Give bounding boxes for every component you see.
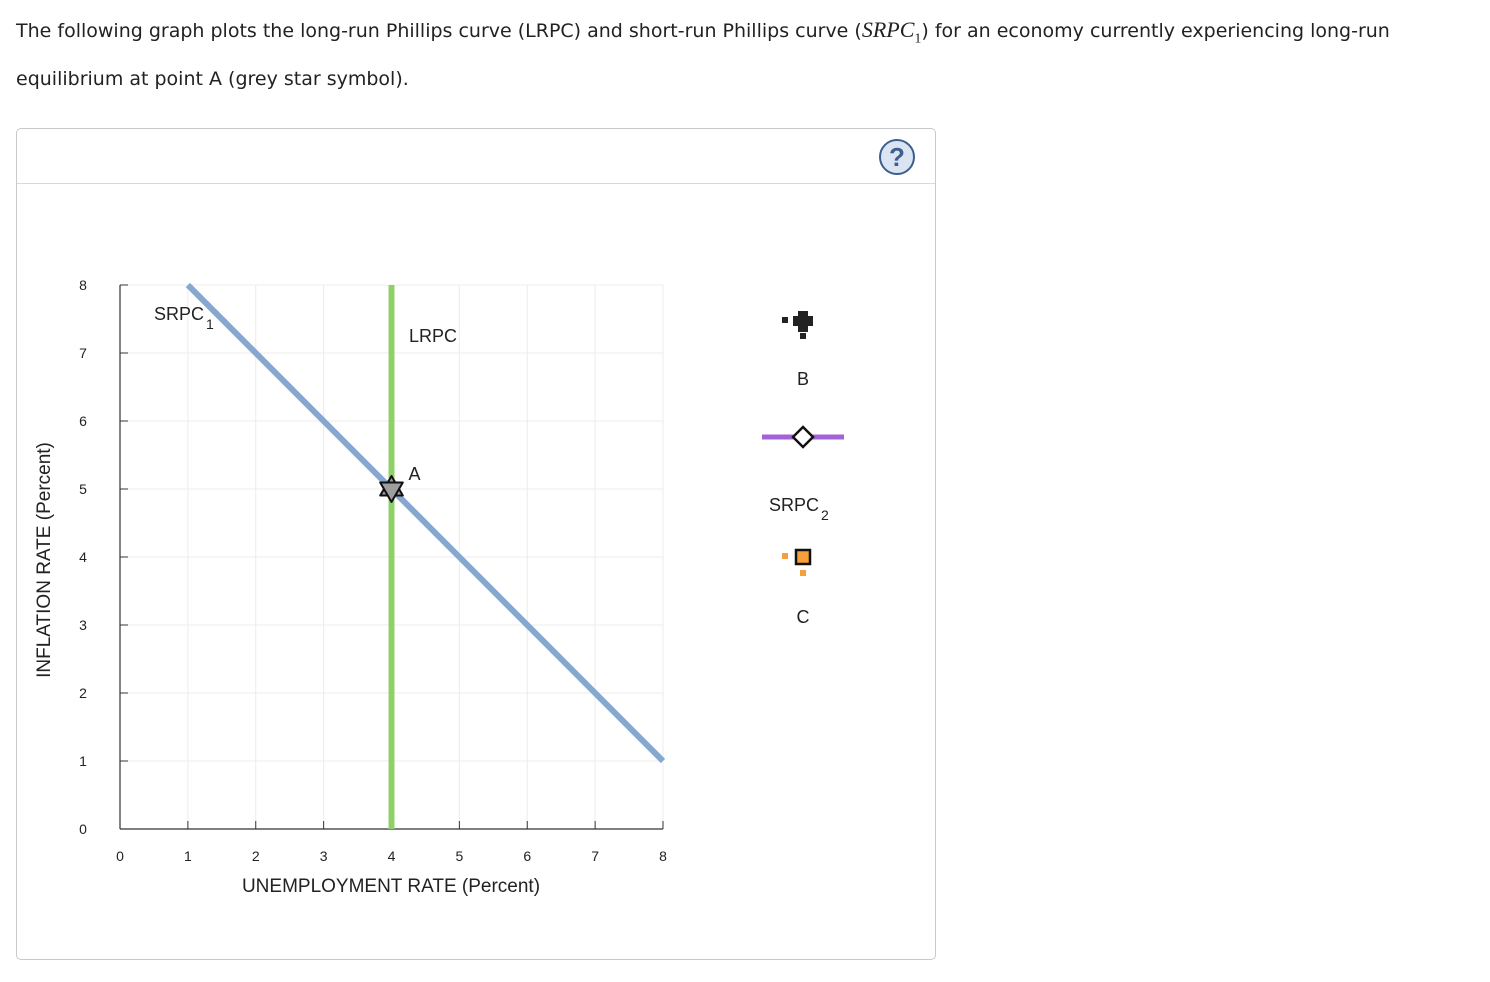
square-icon-dot-left bbox=[782, 553, 788, 559]
y-tick-label-8: 8 bbox=[79, 277, 87, 293]
palette-tool-srpc2[interactable]: SRPC 2 bbox=[762, 425, 844, 523]
palette-label-srpc2-sub: 2 bbox=[821, 507, 829, 523]
question-text-before: The following graph plots the long-run P… bbox=[16, 20, 862, 42]
palette-label-c: C bbox=[797, 607, 810, 627]
x-tick-label-6: 6 bbox=[523, 848, 531, 864]
srpc1-label-sub: 1 bbox=[206, 316, 214, 332]
point-markers[interactable]: A bbox=[379, 464, 421, 503]
x-tick-label-7: 7 bbox=[591, 848, 599, 864]
srpc1-curve[interactable] bbox=[185, 282, 666, 764]
x-axis-title: UNEMPLOYMENT RATE (Percent) bbox=[242, 876, 540, 897]
question-text: The following graph plots the long-run P… bbox=[16, 10, 1486, 99]
plus-icon-dot-left bbox=[782, 317, 788, 323]
y-tick-label-7: 7 bbox=[79, 345, 87, 361]
y-tick-label-5: 5 bbox=[79, 481, 87, 497]
series-layer[interactable] bbox=[185, 282, 666, 829]
y-axis-title: INFLATION RATE (Percent) bbox=[34, 442, 55, 678]
square-icon-dot-bottom bbox=[800, 570, 806, 576]
y-tick-label-0: 0 bbox=[79, 821, 87, 837]
x-tick-label-0: 0 bbox=[116, 848, 124, 864]
drawing-palette[interactable]: B SRPC 2 C bbox=[762, 311, 844, 627]
plus-icon-dot-bottom bbox=[800, 333, 806, 339]
y-tick-label-3: 3 bbox=[79, 617, 87, 633]
x-tick-label-2: 2 bbox=[252, 848, 260, 864]
x-tick-label-8: 8 bbox=[659, 848, 667, 864]
star-triangle-down bbox=[379, 481, 404, 503]
question-math: SRPC1 bbox=[861, 17, 922, 47]
point-a-label: A bbox=[409, 464, 421, 484]
palette-label-b: B bbox=[797, 369, 809, 389]
series-labels: SRPC 1 LRPC bbox=[154, 304, 457, 346]
y-tick-label-1: 1 bbox=[79, 753, 87, 769]
diamond-icon bbox=[791, 425, 815, 449]
plus-icon-horizontal bbox=[793, 316, 813, 326]
y-tick-label-4: 4 bbox=[79, 549, 87, 565]
graph-panel: ? bbox=[16, 128, 936, 960]
x-tick-label-3: 3 bbox=[320, 848, 328, 864]
question-text-after: ) for an economy currently experiencing … bbox=[16, 20, 1390, 91]
x-tick-label-5: 5 bbox=[455, 848, 463, 864]
help-button[interactable]: ? bbox=[879, 139, 915, 175]
palette-label-srpc2: SRPC 2 bbox=[769, 495, 829, 523]
panel-header: ? bbox=[17, 129, 935, 184]
x-tick-label-1: 1 bbox=[184, 848, 192, 864]
square-icon bbox=[794, 548, 812, 566]
tick-labels: 0 1 2 3 4 5 6 7 8 0 1 2 3 4 5 6 7 8 bbox=[79, 277, 667, 864]
point-a-star[interactable] bbox=[379, 475, 404, 503]
x-tick-label-4: 4 bbox=[388, 848, 396, 864]
lrpc-label: LRPC bbox=[409, 326, 457, 346]
palette-tool-c[interactable]: C bbox=[782, 548, 812, 627]
srpc1-label: SRPC 1 bbox=[154, 304, 214, 332]
palette-tool-b[interactable]: B bbox=[782, 311, 813, 389]
y-tick-label-2: 2 bbox=[79, 685, 87, 701]
y-tick-label-6: 6 bbox=[79, 413, 87, 429]
